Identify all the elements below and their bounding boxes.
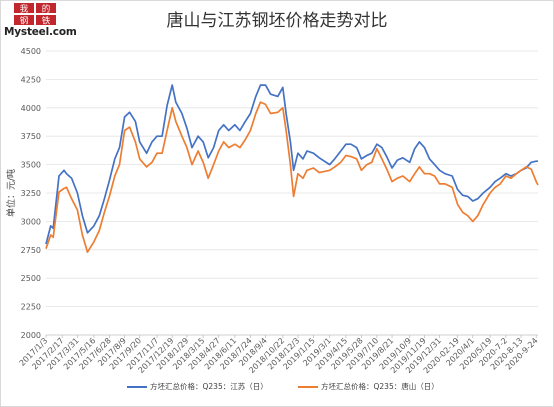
series-line-tangshan [45, 101, 539, 253]
y-tick-label: 2500 [21, 274, 41, 283]
chart-title: 唐山与江苏钢坯价格走势对比 [166, 11, 388, 31]
legend-item-tangshan: 方坯汇总价格：Q235：唐山（日） [298, 381, 439, 392]
y-tick-label: 4250 [21, 75, 41, 84]
legend-label-jiangsu: 方坯汇总价格：Q235：江苏（日） [150, 382, 268, 391]
svg-text:铁: 铁 [42, 16, 51, 27]
legend: 方坯汇总价格：Q235：江苏（日） 方坯汇总价格：Q235：唐山（日） [0, 381, 554, 395]
gridlines [46, 50, 538, 336]
line-chart: 2000 2250 2500 2750 3000 3250 3500 3750 4000 4250… [5, 47, 540, 375]
y-tick-label: 3250 [21, 189, 41, 198]
svg-text:钢: 钢 [20, 16, 29, 27]
y-axis-ticks: 2000 2250 2500 2750 3000 3250 3500 3750 4000 4250… [21, 47, 41, 340]
svg-text:我: 我 [20, 4, 29, 15]
series-lines [45, 84, 539, 253]
legend-swatch-tangshan [298, 385, 318, 388]
legend-label-tangshan: 方坯汇总价格：Q235：唐山（日） [321, 382, 439, 391]
y-tick-label: 2250 [21, 303, 41, 312]
mysteel-brand-text: Mysteel.com [4, 26, 77, 38]
y-tick-label: 3000 [21, 217, 41, 226]
y-axis-label: 单位：元/吨 [5, 169, 17, 217]
series-line-jiangsu [45, 84, 538, 245]
y-tick-label: 4000 [21, 104, 41, 113]
x-axis-ticks: 2017/1/32017/2/172017/3/312017/5/162017/… [18, 335, 540, 375]
y-tick-label: 3500 [21, 161, 41, 170]
y-tick-label: 2750 [21, 246, 41, 255]
legend-item-jiangsu: 方坯汇总价格：Q235：江苏（日） [127, 381, 268, 392]
y-tick-label: 2000 [21, 331, 41, 340]
y-tick-label: 4500 [21, 47, 41, 56]
y-tick-label: 3750 [21, 132, 41, 141]
svg-text:的: 的 [42, 4, 51, 15]
mysteel-seal-icon: 我 的 钢 铁 [14, 3, 56, 27]
mysteel-logo: 我 的 钢 铁 Mysteel.com [4, 2, 77, 42]
legend-swatch-jiangsu [127, 385, 147, 388]
